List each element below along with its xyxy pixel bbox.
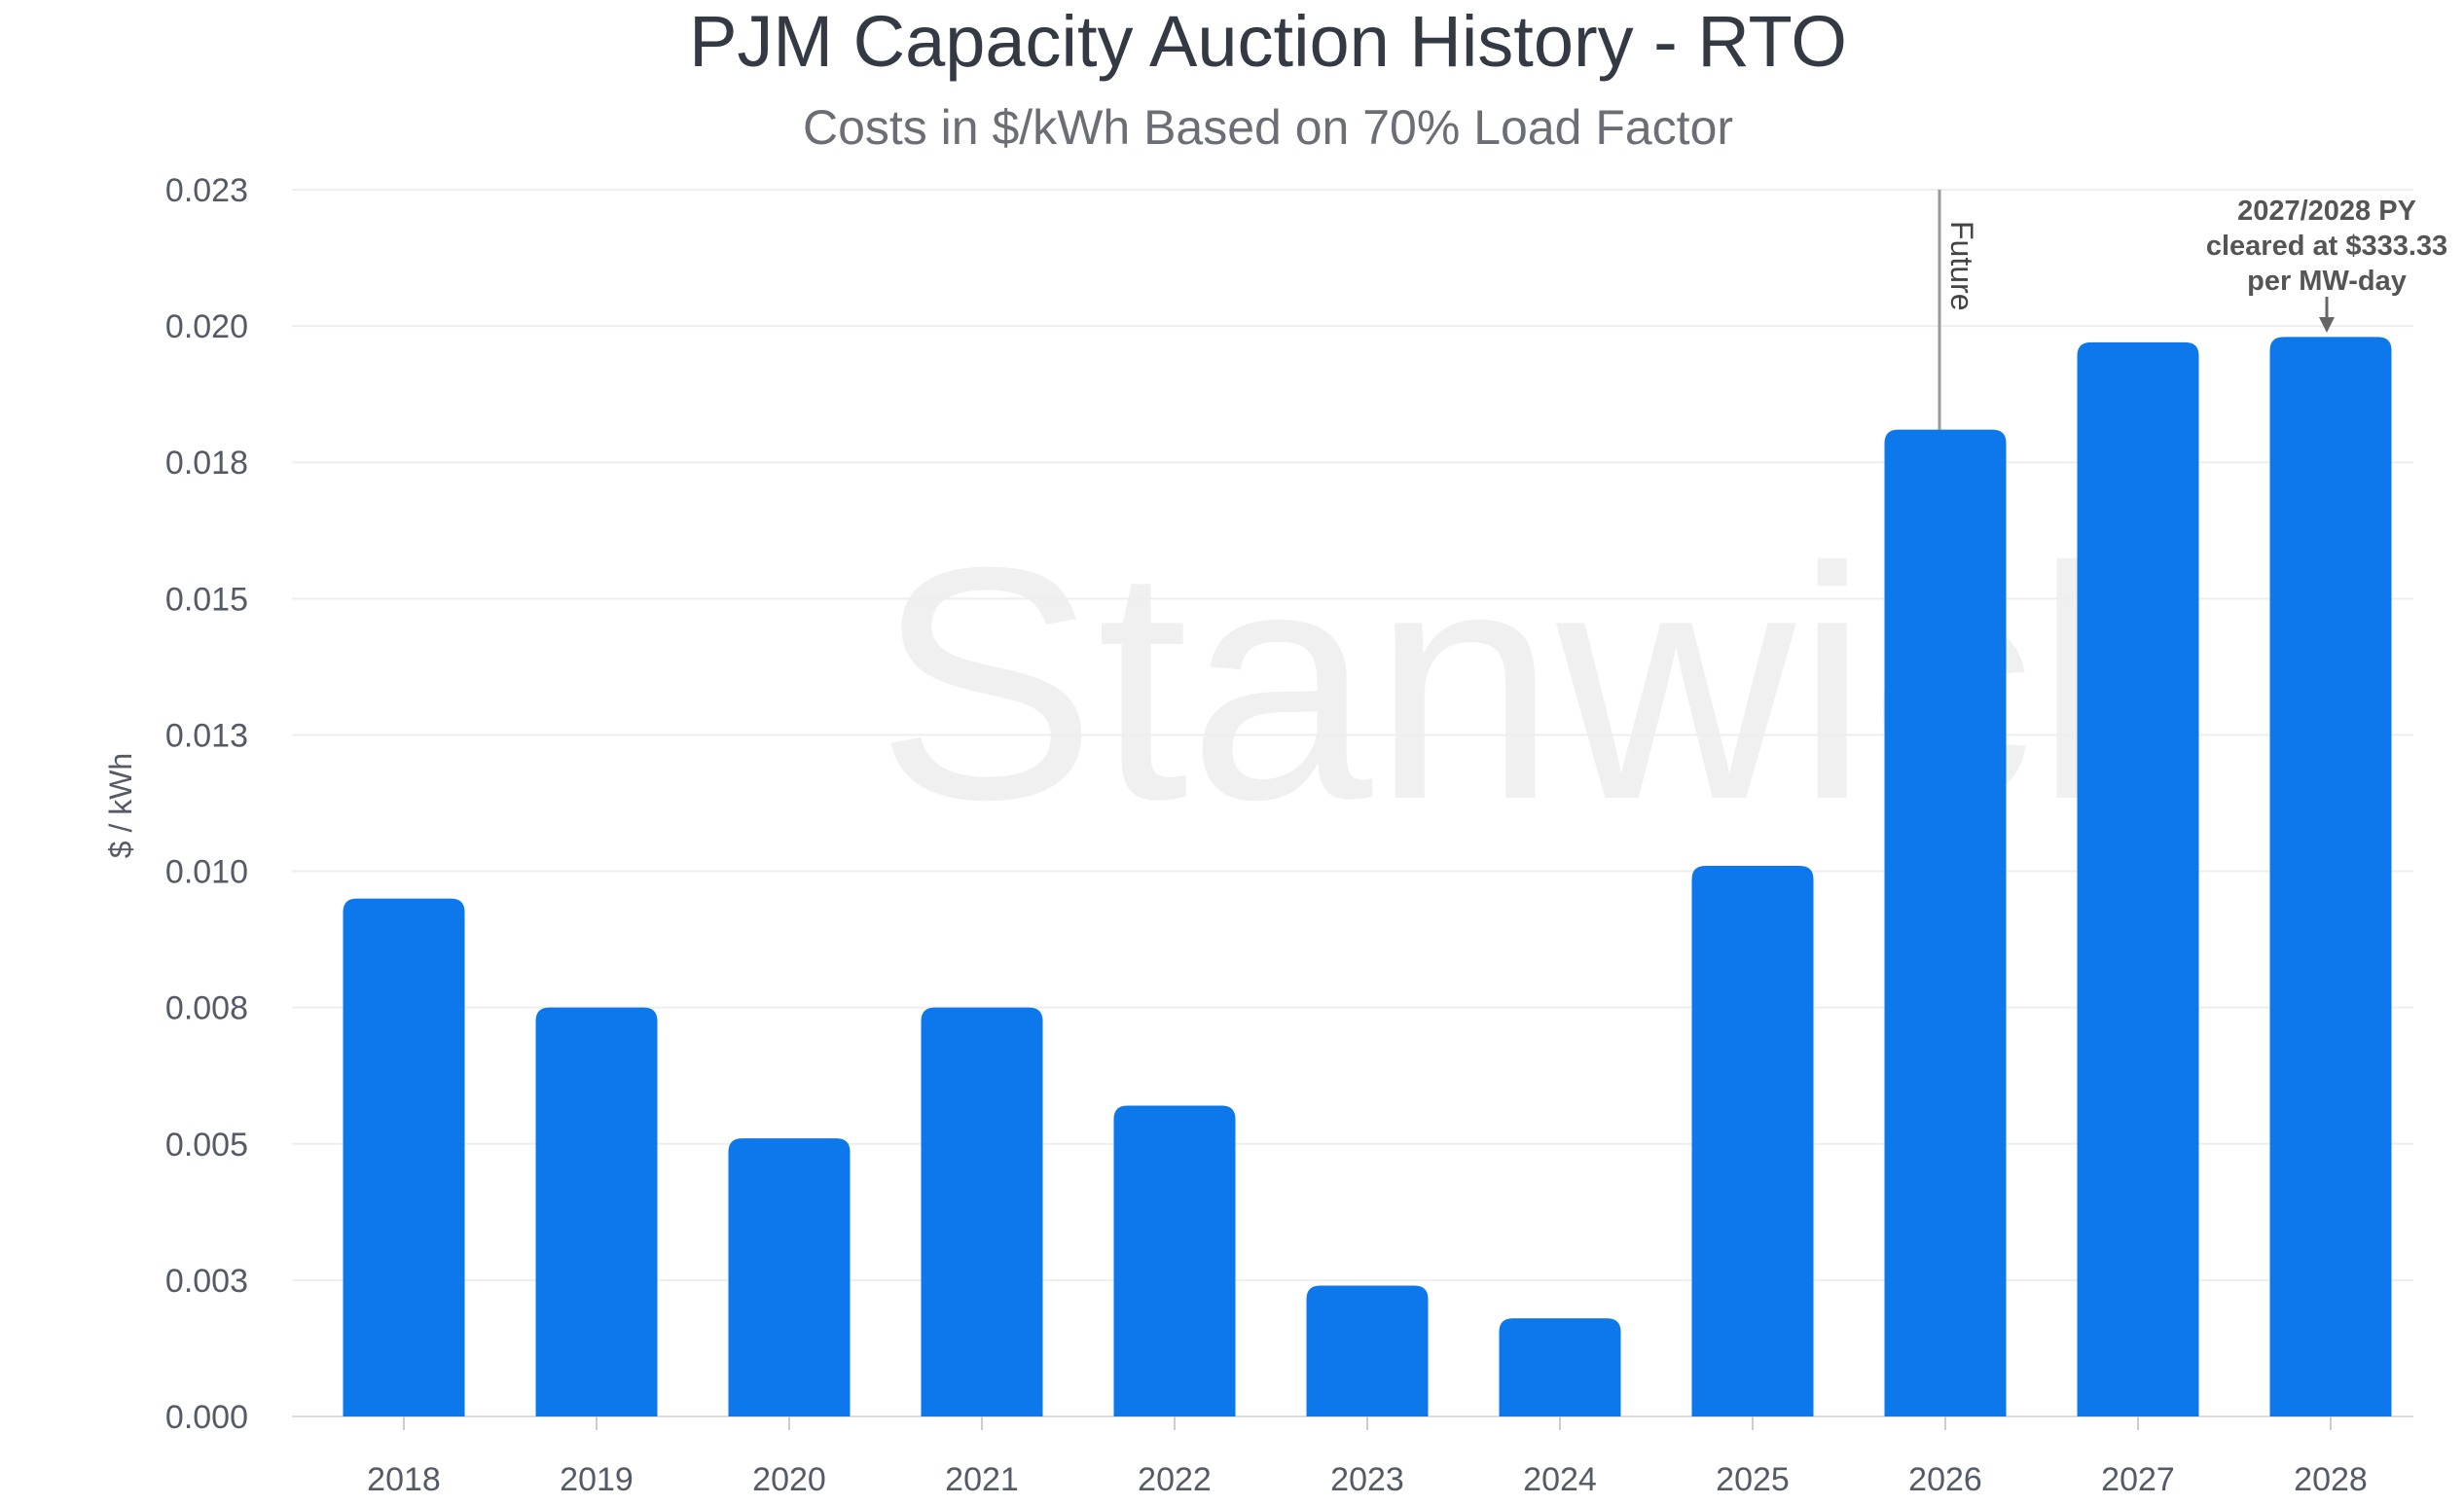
- y-axis-label: $ / kWh: [103, 753, 138, 858]
- x-tick-label: 2018: [367, 1461, 441, 1498]
- bar-2028: [2269, 337, 2392, 1416]
- y-tick-label: 0.000: [165, 1399, 248, 1436]
- bar-2020: [728, 1138, 851, 1416]
- future-label: Future: [1944, 221, 1979, 310]
- x-tick-label: 2022: [1138, 1461, 1212, 1498]
- callout-line-1: 2027/2028 PY: [2237, 196, 2416, 227]
- bar-2023: [1306, 1285, 1429, 1416]
- y-axis-ticks: 0.000 0.003 0.005 0.008 0.010 0.013 0.015 0.018…: [165, 172, 248, 1436]
- x-tick-label: 2019: [560, 1461, 634, 1498]
- y-tick-label: 0.015: [165, 581, 248, 618]
- x-tick-label: 2021: [945, 1461, 1019, 1498]
- callout-line-3: per MW-day: [2247, 266, 2407, 297]
- x-axis-ticks: 2018 2019 2020 2021 2022 2023 2024 2025 2026 2027…: [367, 1416, 2368, 1498]
- bar-2021: [921, 1007, 1043, 1416]
- bar-2027: [2077, 341, 2199, 1416]
- y-tick-label: 0.005: [165, 1127, 248, 1164]
- bar-2022: [1113, 1105, 1236, 1416]
- x-tick-label: 2026: [1908, 1461, 1982, 1498]
- future-marker: Future: [1938, 190, 1979, 430]
- x-tick-label: 2023: [1330, 1461, 1404, 1498]
- bar-2025: [1691, 865, 1814, 1416]
- y-tick-label: 0.023: [165, 172, 248, 209]
- bar-2018: [343, 898, 465, 1416]
- bar-2019: [535, 1007, 658, 1416]
- y-tick-label: 0.020: [165, 308, 248, 345]
- bars: [343, 337, 2392, 1416]
- chart-subtitle: Costs in $/kWh Based on 70% Load Factor: [803, 100, 1733, 155]
- y-tick-label: 0.010: [165, 854, 248, 891]
- y-tick-label: 0.018: [165, 445, 248, 482]
- y-tick-label: 0.003: [165, 1263, 248, 1300]
- callout-arrow-head: [2319, 317, 2335, 333]
- x-tick-label: 2024: [1523, 1461, 1597, 1498]
- y-tick-label: 0.013: [165, 717, 248, 754]
- x-tick-label: 2020: [752, 1461, 826, 1498]
- x-tick-label: 2025: [1716, 1461, 1790, 1498]
- chart-title: PJM Capacity Auction History - RTO: [689, 1, 1847, 82]
- bar-2026: [1884, 429, 2007, 1416]
- callout-line-2: cleared at $333.33: [2206, 231, 2447, 262]
- bar-2024: [1499, 1318, 1621, 1416]
- x-tick-label: 2027: [2101, 1461, 2175, 1498]
- x-tick-label: 2028: [2294, 1461, 2368, 1498]
- callout-annotation: 2027/2028 PY cleared at $333.33 per MW-d…: [2206, 196, 2447, 333]
- y-tick-label: 0.008: [165, 990, 248, 1027]
